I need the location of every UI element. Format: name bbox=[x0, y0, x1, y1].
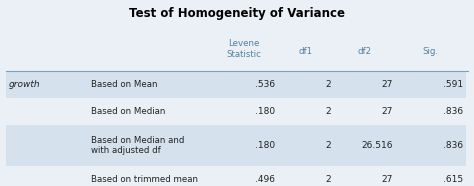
Text: df2: df2 bbox=[357, 47, 371, 56]
Text: Levene
Statistic: Levene Statistic bbox=[227, 39, 262, 59]
Text: 2: 2 bbox=[326, 175, 331, 184]
Text: 26.516: 26.516 bbox=[361, 141, 392, 150]
Text: Based on trimmed mean: Based on trimmed mean bbox=[91, 175, 198, 184]
Text: .591: .591 bbox=[443, 80, 463, 89]
Text: Based on Median and
with adjusted df: Based on Median and with adjusted df bbox=[91, 136, 184, 155]
Text: 27: 27 bbox=[381, 175, 392, 184]
Text: 27: 27 bbox=[381, 80, 392, 89]
Text: .836: .836 bbox=[443, 107, 463, 116]
FancyBboxPatch shape bbox=[6, 71, 465, 98]
Text: .615: .615 bbox=[443, 175, 463, 184]
Text: .496: .496 bbox=[255, 175, 275, 184]
Text: Based on Mean: Based on Mean bbox=[91, 80, 157, 89]
Text: 2: 2 bbox=[326, 80, 331, 89]
Text: .536: .536 bbox=[255, 80, 275, 89]
Text: .180: .180 bbox=[255, 141, 275, 150]
Text: .180: .180 bbox=[255, 107, 275, 116]
Text: growth: growth bbox=[9, 80, 40, 89]
Text: df1: df1 bbox=[298, 47, 312, 56]
Text: .836: .836 bbox=[443, 141, 463, 150]
Text: Sig.: Sig. bbox=[422, 47, 438, 56]
Text: Based on Median: Based on Median bbox=[91, 107, 165, 116]
Text: 2: 2 bbox=[326, 107, 331, 116]
FancyBboxPatch shape bbox=[6, 125, 465, 166]
Text: 2: 2 bbox=[326, 141, 331, 150]
Text: 27: 27 bbox=[381, 107, 392, 116]
Text: Test of Homogeneity of Variance: Test of Homogeneity of Variance bbox=[129, 7, 345, 20]
